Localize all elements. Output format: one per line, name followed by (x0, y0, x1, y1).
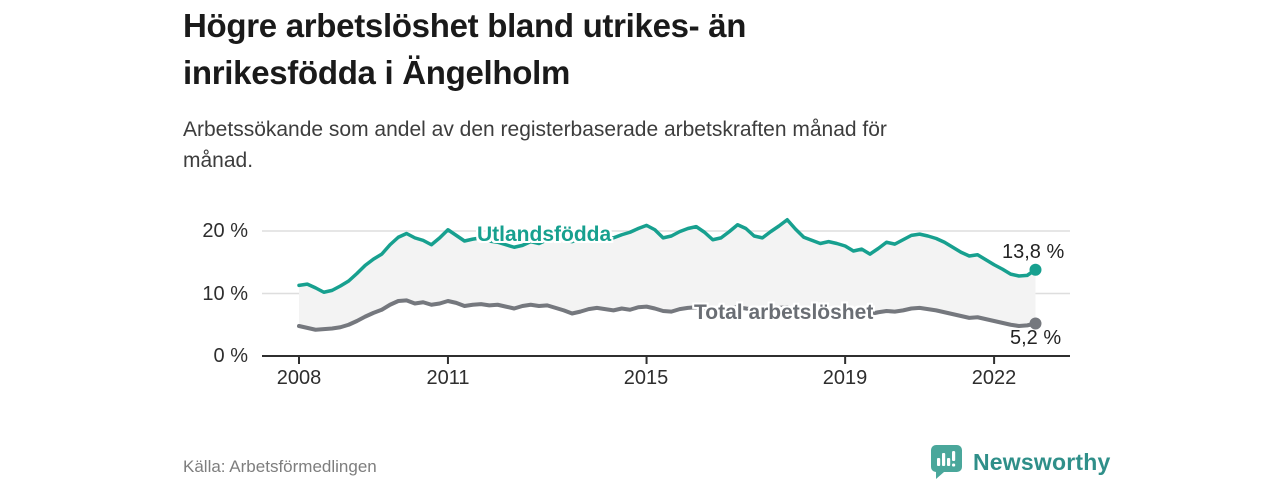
page-subtitle-line-2: månad. (183, 149, 254, 172)
y-tick-label-20: 20 % (202, 220, 248, 242)
x-tick-label-2015: 2015 (623, 367, 669, 389)
series-line-total (297, 298, 1038, 332)
page-subtitle: Arbetssökande som andel av den registerb… (183, 114, 1043, 176)
x-tick-label-2022: 2022 (971, 367, 1017, 389)
series-end-dot-total (1029, 317, 1042, 330)
page-title-line-1: Högre arbetslöshet bland utrikes- än (183, 7, 747, 44)
line-chart (262, 218, 1070, 364)
page-title: Högre arbetslöshet bland utrikes- än inr… (183, 2, 1043, 96)
newsworthy-logo-text: Newsworthy (973, 448, 1111, 475)
band-fill-between-series (299, 219, 1036, 330)
end-value-total: 5,2 % (1010, 327, 1062, 349)
x-tick-label-2019: 2019 (822, 367, 868, 389)
series-label-utlandsfodda: Utlandsfödda (477, 223, 612, 246)
source-note: Källa: Arbetsförmedlingen (183, 457, 377, 476)
series-label-total-arbetsloshet: Total arbetslöshet (694, 301, 874, 324)
y-tick-label-0: 0 % (213, 345, 248, 367)
newsworthy-logo[interactable]: Newsworthy (930, 444, 1110, 480)
page-subtitle-line-1: Arbetssökande som andel av den registerb… (183, 118, 887, 141)
page-title-line-2: inrikesfödda i Ängelholm (183, 54, 571, 91)
series-line-utlandsfodda (297, 218, 1038, 294)
end-value-utlandsfodda: 13,8 % (1002, 241, 1065, 263)
x-tick-label-2008: 2008 (276, 367, 322, 389)
x-tick-label-2011: 2011 (426, 367, 470, 389)
newsworthy-logo-icon (931, 445, 962, 479)
series-end-dot-utlandsfodda (1029, 263, 1042, 276)
y-tick-label-10: 10 % (202, 283, 248, 305)
